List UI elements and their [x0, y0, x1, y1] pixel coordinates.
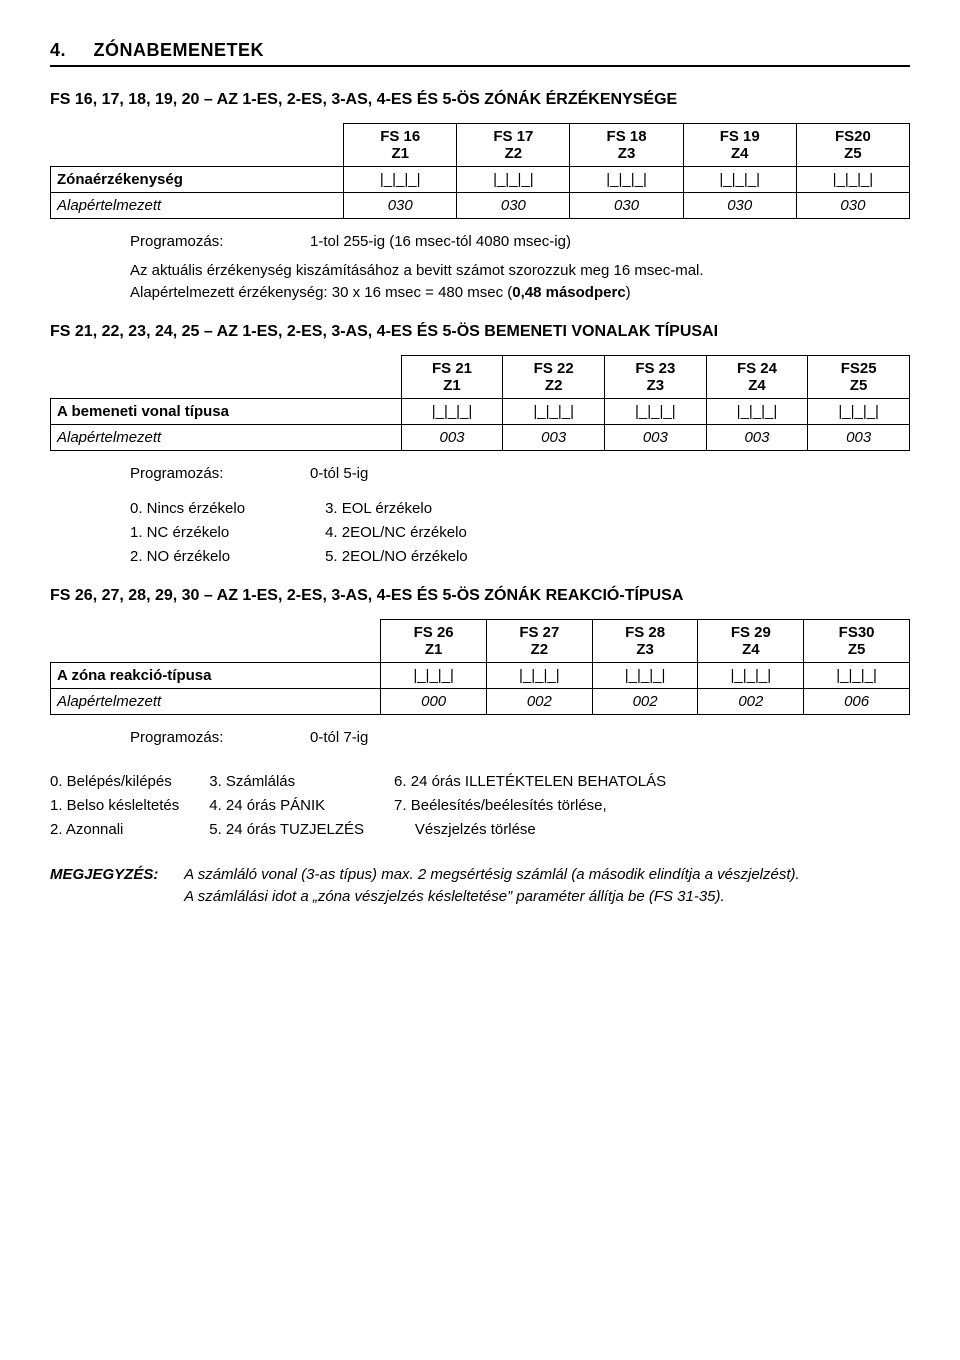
prog-block-1: Programozás: 1-tol 255-ig (16 msec-tól 4…: [130, 231, 910, 305]
table-row: A zóna reakció-típusa |_|_|_| |_|_|_| |_…: [51, 663, 910, 689]
bottom-col-3: 6. 24 órás ILLETÉKTELEN BEHATOLÁS 7. Beé…: [394, 770, 666, 842]
t1-h4: FS 19Z4: [683, 124, 796, 167]
t2-h2: FS 22Z2: [503, 355, 605, 398]
t1-h5: FS20Z5: [796, 124, 909, 167]
t3-h5: FS30Z5: [804, 620, 910, 663]
table-row: A bemeneti vonal típusa |_|_|_| |_|_|_| …: [51, 398, 910, 424]
prog-line2: Az aktuális érzékenység kiszámításához a…: [130, 260, 910, 283]
bottom-col-2: 3. Számlálás 4. 24 órás PÁNIK 5. 24 órás…: [209, 770, 364, 842]
list-col-right: 3. EOL érzékelo 4. 2EOL/NC érzékelo 5. 2…: [325, 497, 468, 569]
table-3: FS 26Z1 FS 27Z2 FS 28Z3 FS 29Z4 FS30Z5 A…: [50, 619, 910, 715]
note-text: A számláló vonal (3-as típus) max. 2 meg…: [184, 864, 874, 909]
prog-label: Programozás:: [130, 463, 250, 486]
table-row: Zónaérzékenység |_|_|_| |_|_|_| |_|_|_| …: [51, 167, 910, 193]
prog-block-3: Programozás: 0-tól 7-ig: [130, 727, 910, 750]
prog-label: Programozás:: [130, 231, 250, 254]
prog-value: 0-tól 5-ig: [310, 463, 368, 486]
t1-h2: FS 17Z2: [457, 124, 570, 167]
t1-h3: FS 18Z3: [570, 124, 683, 167]
sub1-heading: FS 16, 17, 18, 19, 20 – AZ 1-ES, 2-ES, 3…: [50, 91, 910, 109]
t1-h1: FS 16Z1: [344, 124, 457, 167]
prog-value: 0-tól 7-ig: [310, 727, 368, 750]
section-number: 4.: [50, 40, 66, 60]
section-title: 4. ZÓNABEMENETEK: [50, 40, 910, 67]
options-list-2: 0. Nincs érzékelo 1. NC érzékelo 2. NO é…: [130, 497, 910, 569]
sub3-heading: FS 26, 27, 28, 29, 30 – AZ 1-ES, 2-ES, 3…: [50, 587, 910, 605]
t3-h4: FS 29Z4: [698, 620, 804, 663]
t3-h1: FS 26Z1: [381, 620, 487, 663]
table-row: Alapértelmezett 030 030 030 030 030: [51, 193, 910, 219]
prog-block-2: Programozás: 0-tól 5-ig: [130, 463, 910, 486]
bottom-col-1: 0. Belépés/kilépés 1. Belso késleltetés …: [50, 770, 179, 842]
section-title-text: ZÓNABEMENETEK: [94, 40, 265, 60]
t3-h2: FS 27Z2: [487, 620, 593, 663]
t2-h4: FS 24Z4: [706, 355, 808, 398]
t2-h5: FS25Z5: [808, 355, 910, 398]
table-2: FS 21Z1 FS 22Z2 FS 23Z3 FS 24Z4 FS25Z5 A…: [50, 355, 910, 451]
t2-h1: FS 21Z1: [401, 355, 503, 398]
note-label: MEGJEGYZÉS:: [50, 864, 180, 887]
table-row: Alapértelmezett 003 003 003 003 003: [51, 424, 910, 450]
sub2-heading: FS 21, 22, 23, 24, 25 – AZ 1-ES, 2-ES, 3…: [50, 323, 910, 341]
note-block: MEGJEGYZÉS: A számláló vonal (3-as típus…: [50, 864, 910, 909]
list-col-left: 0. Nincs érzékelo 1. NC érzékelo 2. NO é…: [130, 497, 245, 569]
t3-h3: FS 28Z3: [592, 620, 698, 663]
prog-line3: Alapértelmezett érzékenység: 30 x 16 mse…: [130, 282, 910, 305]
prog-value: 1-tol 255-ig (16 msec-tól 4080 msec-ig): [310, 231, 571, 254]
table-row: Alapértelmezett 000 002 002 002 006: [51, 689, 910, 715]
table-1: FS 16Z1 FS 17Z2 FS 18Z3 FS 19Z4 FS20Z5 Z…: [50, 123, 910, 219]
t2-h3: FS 23Z3: [605, 355, 707, 398]
options-list-3: 0. Belépés/kilépés 1. Belso késleltetés …: [50, 770, 910, 842]
prog-label: Programozás:: [130, 727, 250, 750]
